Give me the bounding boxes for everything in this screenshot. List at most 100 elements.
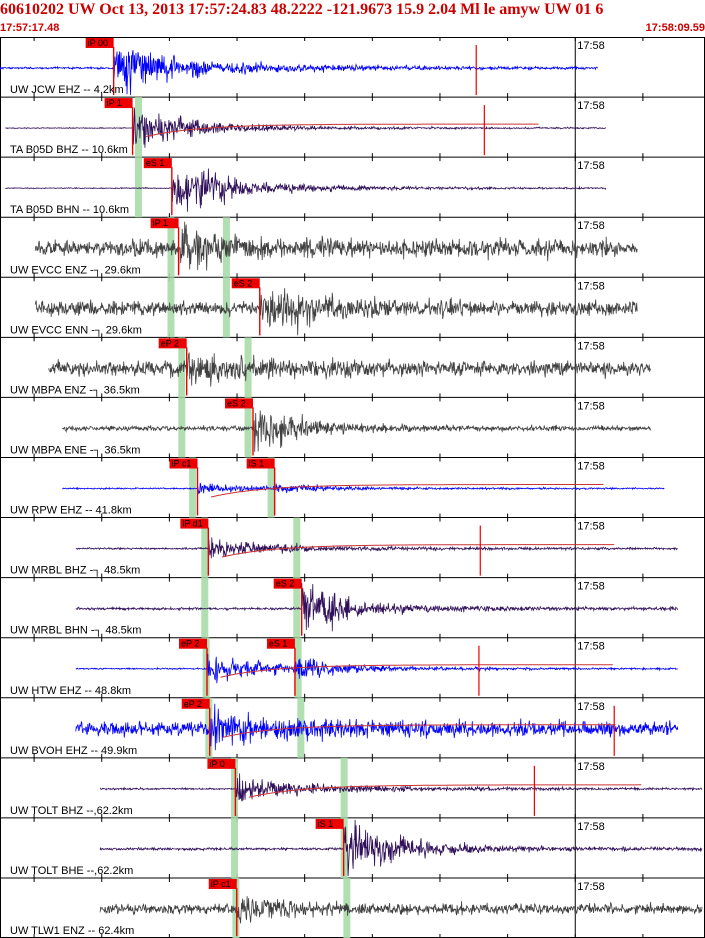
trace-row[interactable]: 17:58 eS 2 UW MRBL BHN -┐ 48.5km	[0, 577, 705, 639]
trace-row[interactable]: 17:58 eP 2 UW BVOH EHZ -- 49.9km	[0, 697, 705, 759]
minute-tick-label: 17:58	[577, 701, 605, 713]
minute-tick-label: 17:58	[577, 460, 605, 472]
coda-duration-curve	[210, 484, 604, 498]
waveform-line	[99, 773, 703, 802]
trace-row[interactable]: 17:58 iP c1 iS 1 UW RPW EHZ -- 41.8km	[0, 457, 705, 519]
station-label: UW EVCC ENN -┐ 29.6km	[10, 324, 142, 337]
minute-tick-label: 17:58	[577, 821, 605, 833]
theory-arrival-band	[134, 157, 142, 218]
trace-row[interactable]: 17:58 iS 1 UW TOLT BHE --,62.2km	[0, 817, 705, 879]
coda-duration-curve	[145, 123, 539, 137]
trace-row[interactable]: 17:58 eP 2 eS 1 UW HTW EHZ -- 48.8km	[0, 637, 705, 699]
phase-pick-label: eP 2	[184, 699, 202, 709]
phase-pick-box[interactable]	[224, 398, 253, 409]
station-label: UW EVCC ENZ -┐ 29.6km	[10, 264, 141, 277]
phase-pick-box[interactable]	[266, 638, 295, 649]
phase-pick-label: iP 1	[153, 218, 168, 228]
seismogram-panel[interactable]: 17:58 iP 00 UW JCW EHZ -- 4.2km 17:58 iP 1 TA…	[0, 37, 705, 938]
phase-pick-box[interactable]	[150, 218, 179, 229]
phase-pick-box[interactable]	[208, 878, 237, 889]
coda-duration-curve	[223, 724, 616, 738]
trace-row[interactable]: 17:58 eP 2 UW MBPA ENZ -┐ 36.5km	[0, 337, 705, 398]
waveform-line	[75, 703, 679, 751]
phase-pick-box[interactable]	[143, 158, 172, 169]
phase-pick-label: eS 1	[269, 639, 288, 649]
station-label: UW TOLT BHE --,62.2km	[10, 865, 133, 877]
minute-tick-label: 17:58	[577, 340, 605, 352]
station-label: UW MRBL BHZ -┐ 48.5km	[10, 565, 140, 578]
trace-row[interactable]: 17:58 eS 1 TA B05D BHN -- 10.6km	[0, 157, 705, 218]
trace-row[interactable]: 17:58 iP c1 UW TLW1 ENZ -- 62.4km	[0, 877, 705, 938]
phase-pick-box[interactable]	[273, 578, 302, 589]
waveform-line	[5, 168, 607, 212]
waveform-line	[0, 50, 598, 96]
trace-row[interactable]: 17:58 iP 00 UW JCW EHZ -- 4.2km	[0, 37, 705, 98]
theory-arrival-band	[267, 457, 275, 518]
trace-row[interactable]: 17:58 eS 2 UW MBPA ENE -┐ 36.5km	[0, 397, 705, 458]
station-label: TA B05D BHN -- 10.6km	[10, 204, 129, 216]
coda-duration-curve	[220, 664, 613, 678]
theory-arrival-band	[232, 877, 240, 938]
coda-duration-curve	[248, 784, 642, 798]
phase-pick-box[interactable]	[169, 458, 198, 469]
phase-pick-box[interactable]	[180, 518, 209, 529]
station-label: UW HTW EHZ -- 48.8km	[10, 685, 131, 697]
theory-arrival-band	[189, 457, 197, 518]
theory-arrival-band	[167, 277, 175, 338]
trace-row[interactable]: 17:58 eS 2 UW EVCC ENN -┐ 29.6km	[0, 277, 705, 338]
theory-arrival-band	[231, 757, 239, 818]
waveform-line	[5, 107, 606, 148]
end-time-label: 17:58:09.59	[645, 22, 705, 34]
station-label: UW TLW1 ENZ -- 62.4km	[10, 925, 134, 937]
station-label: UW BVOH EHZ -- 49.9km	[10, 745, 137, 757]
minute-tick-label: 17:58	[577, 641, 605, 653]
phase-pick-label: eS 2	[234, 278, 253, 288]
theory-arrival-band	[201, 517, 209, 578]
phase-pick-box[interactable]	[85, 38, 114, 48]
phase-pick-box[interactable]	[158, 338, 187, 349]
theory-arrival-band	[201, 577, 209, 638]
phase-pick-label: eS 2	[227, 398, 246, 408]
minute-tick-label: 17:58	[577, 521, 605, 533]
theory-arrival-band	[202, 637, 210, 698]
minute-tick-label: 17:58	[577, 280, 605, 292]
minute-tick-label: 17:58	[577, 220, 605, 232]
station-label: UW MBPA ENE -┐ 36.5km	[10, 444, 140, 457]
phase-pick-box[interactable]	[231, 278, 260, 289]
trace-row[interactable]: 17:58 iP 0 UW TOLT BHZ --,62.2km	[0, 757, 705, 819]
minute-tick-label: 17:58	[577, 761, 605, 773]
minute-tick-label: 17:58	[577, 100, 605, 112]
phase-pick-label: eS 2	[276, 579, 295, 589]
waveform-line	[99, 819, 703, 877]
trace-row[interactable]: 17:58 iP d1 UW MRBL BHZ -┐ 48.5km	[0, 517, 705, 579]
phase-pick-box[interactable]	[178, 638, 207, 649]
trace-row[interactable]: 17:58 iP 1 UW EVCC ENZ -┐ 29.6km	[0, 217, 705, 278]
station-label: UW RPW EHZ -- 41.8km	[10, 505, 132, 517]
phase-pick-box[interactable]	[181, 698, 210, 709]
phase-pick-box[interactable]	[207, 758, 236, 769]
minute-tick-label: 17:58	[577, 881, 605, 893]
phase-pick-label: eP 2	[161, 338, 179, 348]
phase-pick-label: iP c1	[172, 458, 192, 468]
phase-pick-label: iP 1	[107, 98, 122, 108]
phase-pick-label: iS 1	[318, 819, 334, 829]
waveform-line	[75, 537, 678, 559]
waveform-line	[62, 482, 665, 494]
waveform-line	[34, 288, 638, 336]
phase-pick-box[interactable]	[104, 98, 133, 109]
phase-pick-label: iP 0	[209, 759, 224, 769]
phase-pick-label: iS 1	[249, 458, 265, 468]
coda-duration-curve	[221, 544, 615, 558]
waveform-line	[75, 583, 679, 632]
station-label: UW JCW EHZ -- 4.2km	[10, 84, 124, 96]
station-label: UW MRBL BHN -┐ 48.5km	[10, 625, 141, 638]
phase-pick-box[interactable]	[315, 818, 344, 829]
waveform-line	[61, 410, 652, 452]
phase-pick-label: iP 00	[88, 38, 108, 48]
phase-pick-box[interactable]	[246, 458, 275, 469]
event-header: 60610202 UW Oct 13, 2013 17:57:24.83 48.…	[0, 0, 705, 37]
trace-row[interactable]: 17:58 iP 1 TA B05D BHZ -- 10.6km	[0, 97, 705, 158]
station-label: UW TOLT BHZ --,62.2km	[10, 805, 133, 817]
minute-tick-label: 17:58	[577, 40, 605, 52]
minute-tick-label: 17:58	[577, 160, 605, 172]
